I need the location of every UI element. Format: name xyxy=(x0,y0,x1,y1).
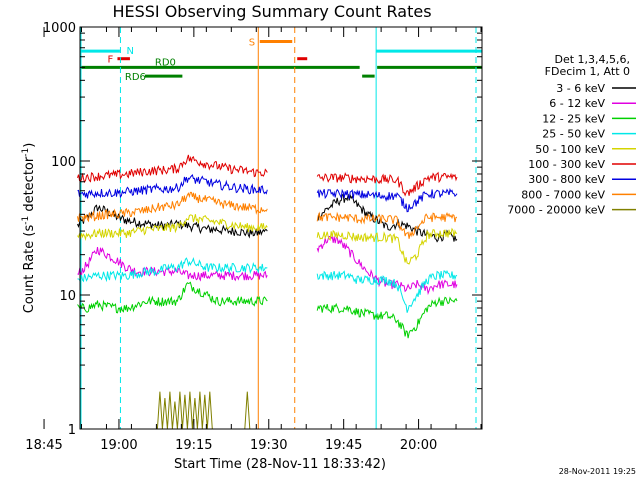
series-line xyxy=(77,174,268,199)
saa-flag-label: S xyxy=(249,37,255,48)
x-axis-ticks: 18:45 19:00 19:15 19:30 19:45 20:00 xyxy=(25,27,482,453)
series-line xyxy=(316,227,458,265)
footer-date: 28-Nov-2011 19:25 xyxy=(559,467,636,476)
series-6_12keV xyxy=(77,234,458,296)
series-line xyxy=(316,234,458,296)
flag-layer: N F RD0 RD6 S xyxy=(80,37,482,83)
legend-header: Det 1,3,4,5,6, xyxy=(554,53,630,66)
series-line xyxy=(244,391,251,430)
x-tick-label: 19:15 xyxy=(175,438,212,453)
night-flag-label: N xyxy=(126,46,133,57)
series-line xyxy=(77,154,268,184)
series-line xyxy=(77,257,268,284)
legend: Det 1,3,4,5,6,FDecim 1, Att 0 3 - 6 keV 6 … xyxy=(507,53,636,217)
x-tick-label: 19:30 xyxy=(250,438,287,453)
legend-label: 25 - 50 keV xyxy=(542,128,605,141)
y-tick-label: 1000 xyxy=(43,21,76,36)
flare-flag-label: F xyxy=(107,55,113,66)
series-line xyxy=(77,281,268,314)
series-12_25keV xyxy=(77,281,458,339)
series-line xyxy=(316,211,458,239)
legend-header: FDecim 1, Att 0 xyxy=(545,65,630,78)
series-line xyxy=(316,187,458,213)
y-tick-label: 10 xyxy=(59,289,76,304)
series-line xyxy=(316,296,458,339)
legend-label: 100 - 300 keV xyxy=(528,158,605,171)
x-tick-label: 19:00 xyxy=(100,438,137,453)
legend-label: 6 - 12 keV xyxy=(549,97,605,110)
legend-label: 12 - 25 keV xyxy=(542,112,605,125)
rd6-flag-label: RD6 xyxy=(125,72,146,83)
series-line xyxy=(317,193,458,243)
y-tick-label: 1 xyxy=(68,423,76,438)
x-tick-label: 18:45 xyxy=(25,438,62,453)
series-100_300keV xyxy=(77,154,458,197)
y-axis-label: Count Rate (s-1 detector-1) xyxy=(21,143,37,314)
chart-title: HESSI Observing Summary Count Rates xyxy=(112,2,431,21)
legend-label: 3 - 6 keV xyxy=(556,82,605,95)
series-layer xyxy=(77,154,458,430)
series-line xyxy=(156,391,213,430)
series-line xyxy=(77,191,268,223)
x-axis-label: Start Time (28-Nov-11 18:33:42) xyxy=(174,457,386,472)
vertical-markers xyxy=(80,27,477,429)
legend-label: 50 - 100 keV xyxy=(535,143,605,156)
series-line xyxy=(77,247,268,282)
x-tick-label: 20:00 xyxy=(400,438,437,453)
series-25_50keV xyxy=(77,257,458,313)
legend-label: 800 - 7000 keV xyxy=(521,188,605,201)
series-line xyxy=(77,214,268,241)
series-line xyxy=(316,171,458,197)
y-axis-ticks: 1 10 100 1000 xyxy=(43,21,482,438)
rd0-flag-label: RD0 xyxy=(155,57,176,68)
series-50_100keV xyxy=(77,214,458,265)
series-800_7000keV xyxy=(77,191,458,239)
legend-label: 300 - 800 keV xyxy=(528,173,605,186)
x-tick-label: 19:45 xyxy=(325,438,362,453)
series-300_800keV xyxy=(77,174,458,213)
y-tick-label: 100 xyxy=(51,155,76,170)
series-3_6keV xyxy=(77,193,458,243)
series-line xyxy=(316,270,458,313)
series-7000_20000keV xyxy=(156,391,251,430)
legend-label: 7000 - 20000 keV xyxy=(507,204,605,217)
